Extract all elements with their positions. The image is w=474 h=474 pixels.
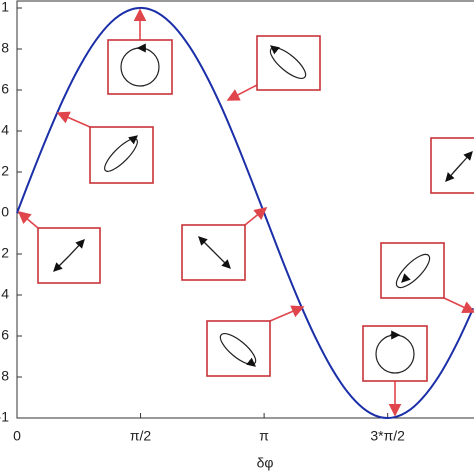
icon-arrow: [128, 135, 139, 145]
polarization-icon: [395, 253, 431, 289]
y-tick-label: -0.4: [0, 286, 9, 302]
icon-arrow: [213, 251, 231, 269]
icon-arrow: [401, 273, 411, 283]
arrow: [56, 111, 91, 128]
inset: [89, 126, 154, 184]
y-tick-label: 1: [1, 0, 9, 15]
icon-arrow: [68, 239, 85, 257]
y-tick-label: 0.4: [0, 122, 9, 138]
y-tick-label: -0.6: [0, 327, 9, 343]
arrow: [244, 206, 268, 226]
icon-arrow: [198, 236, 215, 253]
y-tick-label: -0.8: [0, 368, 9, 384]
plot-frame: [16, 0, 474, 419]
inset: [181, 224, 246, 281]
arrow: [226, 84, 258, 101]
x-tick-label: π/2: [130, 428, 152, 444]
y-tick-label: -1: [0, 409, 9, 425]
inset: [206, 320, 271, 377]
inset: [256, 35, 321, 91]
annotations: [17, 8, 474, 417]
arrow: [269, 305, 305, 322]
y-tick-label: 0.2: [0, 163, 9, 179]
inset: [380, 242, 445, 299]
arrow: [443, 297, 474, 314]
inset: [430, 137, 474, 194]
plot-area: -1 -0.8 -0.6 -0.4 -0.2 0 0.2 0.4 0.6 0.8 1 0 π/2 π 3*π…: [0, 0, 474, 444]
icon-arrow: [445, 162, 463, 182]
curve: [16, 6, 474, 419]
icon-arrow: [53, 255, 70, 272]
icon-arrow: [269, 45, 280, 55]
y-tick-label: 0.8: [0, 40, 9, 56]
y-tick-label: -0.2: [0, 245, 9, 261]
x-axis-label: δφ: [257, 455, 274, 471]
x-tick-label: 0: [13, 428, 21, 444]
x-tick-label: π: [259, 428, 269, 444]
arrow: [17, 210, 39, 229]
y-tick-label: 0.6: [0, 81, 9, 97]
x-tick-label: 3*π/2: [370, 428, 405, 444]
y-tick-label: 0: [1, 204, 9, 220]
icon-arrow: [246, 357, 257, 367]
